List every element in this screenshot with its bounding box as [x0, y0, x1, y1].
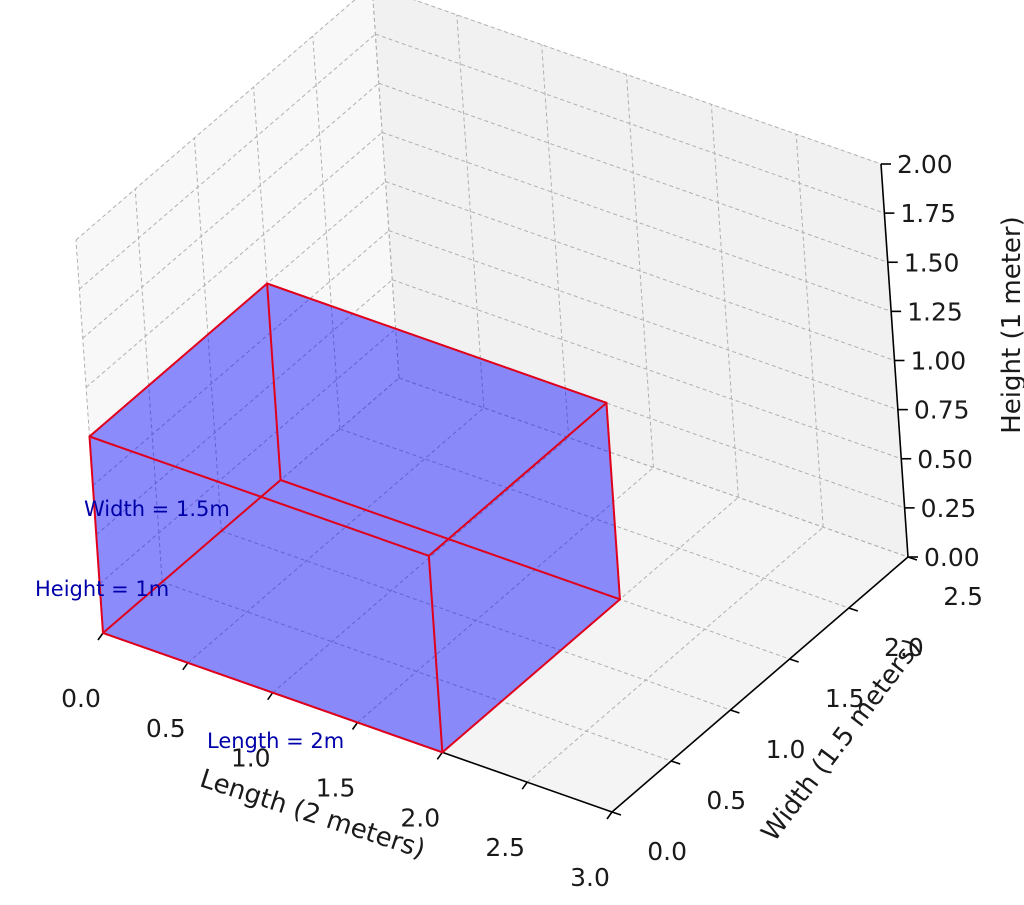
- box-edge: [102, 479, 282, 634]
- box-edge: [427, 401, 608, 557]
- grid-line: [392, 279, 902, 460]
- y-tick-label: 0.0: [647, 837, 687, 866]
- box-face: [428, 402, 620, 753]
- grid-line: [75, 0, 356, 241]
- x-tick-label: 3.0: [570, 863, 610, 892]
- y-tick-label: 0.5: [706, 786, 746, 815]
- x-tick-mark: [182, 662, 189, 671]
- grid-line: [395, 328, 905, 509]
- box-edge: [279, 479, 621, 601]
- grid-line: [398, 377, 909, 558]
- grid-line: [85, 131, 383, 388]
- grid-line: [375, 33, 885, 214]
- x-tick-mark: [436, 751, 443, 760]
- grid-line: [162, 581, 672, 762]
- y-tick-mark: [611, 811, 622, 816]
- z-tick-label: 0.75: [914, 396, 970, 425]
- y-tick-mark: [789, 658, 799, 663]
- grid-line: [385, 181, 895, 361]
- grid-line: [381, 131, 892, 312]
- x-tick-label: 2.0: [400, 803, 440, 832]
- grid-line: [221, 530, 731, 711]
- y-tick-mark: [670, 760, 681, 765]
- y-tick-mark: [848, 607, 859, 612]
- y-tick-label: 1.5: [825, 684, 865, 713]
- z-tick-label: 2.00: [897, 150, 953, 179]
- z-tick-label: 1.75: [900, 199, 956, 228]
- box-face: [89, 283, 607, 556]
- x-axis-label: Length (2 meters): [196, 764, 429, 865]
- z-tick-label: 0.00: [924, 543, 980, 572]
- z-tick-label: 1.50: [904, 248, 960, 277]
- grid-line: [79, 33, 376, 290]
- grid-line: [187, 407, 485, 664]
- grid-line: [339, 428, 849, 609]
- box-edge: [266, 282, 282, 481]
- annotation-length: Length = 2m: [207, 729, 344, 753]
- box-face: [89, 436, 443, 753]
- grid-line: [456, 14, 485, 408]
- grid-line: [388, 230, 899, 411]
- grid-line: [357, 467, 654, 723]
- z-tick-label: 0.25: [921, 494, 977, 523]
- tick-labels: 0.0 0.5 1.0 1.5 2.0 2.5 3.0 0.0 0.5 1.0 1.5 2.0 2.5 0…: [61, 150, 983, 892]
- x-tick-mark: [521, 781, 528, 790]
- box-face: [267, 283, 620, 600]
- annotation-width: Width = 1.5m: [84, 497, 230, 521]
- grid-line: [92, 230, 390, 487]
- x-tick-label: 0.5: [146, 714, 186, 743]
- box-edge: [266, 282, 608, 404]
- box-edge: [88, 435, 104, 634]
- x-tick-label: 1.0: [231, 744, 271, 773]
- grid-line: [526, 526, 824, 783]
- y-tick-label: 1.0: [766, 735, 806, 764]
- grid-line: [312, 35, 341, 430]
- grid-line: [99, 328, 396, 585]
- box-face: [103, 480, 620, 753]
- x-tick-label: 0.0: [61, 684, 101, 713]
- grid-line: [82, 82, 380, 339]
- box-edge: [102, 632, 444, 754]
- grid-line: [541, 44, 570, 438]
- y-tick-label: 2.5: [943, 582, 983, 611]
- annotation-height: Height = 1m: [35, 577, 169, 601]
- box-edge: [88, 282, 269, 438]
- z-axis-label: Height (1 meter): [997, 216, 1024, 434]
- grid-line: [95, 279, 393, 536]
- x-tick-label: 1.5: [316, 774, 356, 803]
- grid-lines: [75, 0, 909, 813]
- z-tick-label: 0.50: [917, 445, 973, 474]
- box-edge: [441, 598, 621, 754]
- x-tick-mark: [97, 632, 104, 641]
- grid-line: [378, 82, 888, 263]
- x-tick-label: 2.5: [485, 833, 525, 862]
- y-tick-mark: [730, 709, 740, 714]
- box-edge: [88, 435, 430, 557]
- x-tick-mark: [606, 811, 613, 820]
- box-edge: [605, 401, 621, 601]
- grid-line: [413, 0, 882, 165]
- grid-line: [272, 437, 569, 694]
- box-face: [89, 283, 281, 633]
- x-tick-mark: [351, 722, 359, 730]
- y-tick-label: 2.0: [884, 633, 924, 662]
- y-axis-line: [611, 556, 909, 813]
- x-tick-mark: [267, 692, 274, 701]
- z-tick-label: 1.00: [911, 347, 967, 376]
- z-tick-label: 1.25: [907, 297, 963, 326]
- box-edge: [427, 554, 444, 754]
- box-shape: [88, 282, 621, 754]
